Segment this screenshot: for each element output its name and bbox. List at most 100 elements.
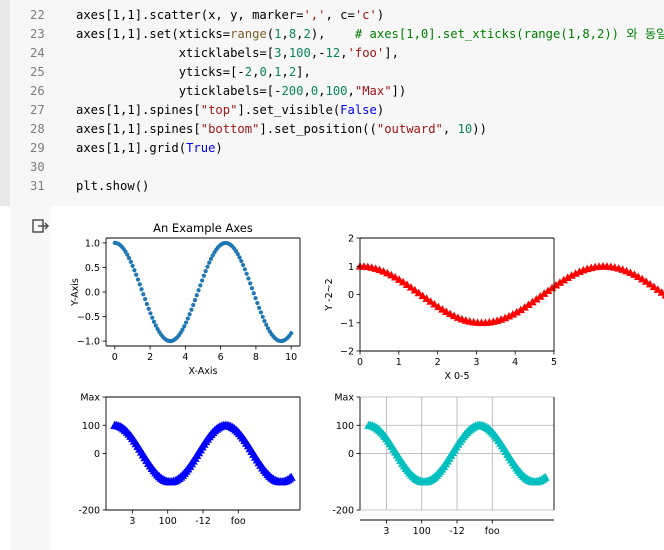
data-point — [251, 291, 256, 296]
data-point — [255, 300, 260, 306]
code-line: yticks=[-2,0,1,2], — [76, 63, 311, 82]
data-point — [239, 258, 244, 264]
data-point — [235, 251, 240, 257]
code-token: , — [340, 46, 348, 60]
data-point — [150, 315, 155, 320]
data-point — [258, 310, 263, 315]
x-axis-label: X 0-5 — [444, 371, 469, 382]
data-point — [661, 294, 664, 299]
code-token: axes[1,1].spines[ — [76, 103, 201, 117]
data-point — [637, 274, 647, 283]
data-point — [203, 269, 208, 274]
data-point — [543, 286, 553, 295]
data-point — [422, 294, 431, 302]
line-number: 28 — [30, 122, 45, 136]
code-token: False — [340, 103, 377, 117]
y-tick-label: 2 — [348, 234, 354, 245]
data-point — [559, 275, 568, 284]
data-point — [205, 264, 210, 269]
line-number: 31 — [30, 179, 45, 193]
code-line: xticklabels=[3,100,-12,'foo'], — [76, 44, 399, 63]
x-tick-label: 100 — [413, 526, 431, 537]
data-point — [146, 306, 151, 311]
code-line: axes[1,1].grid(True) — [76, 139, 223, 158]
x-tick-label: 4 — [182, 352, 188, 363]
data-point — [512, 307, 521, 316]
code-token: True — [186, 141, 216, 155]
data-point — [123, 249, 128, 254]
data-point — [183, 320, 189, 325]
data-point — [185, 316, 190, 321]
code-token: ].set_visible( — [237, 103, 341, 117]
code-token: , — [281, 46, 289, 60]
code-token: ]) — [391, 84, 407, 98]
code-line: plt.show() — [76, 177, 149, 196]
data-point — [248, 281, 253, 286]
x-tick-label: 6 — [218, 352, 224, 363]
data-point — [653, 285, 663, 293]
code-line: axes[1,1].spines["top"].set_visible(Fals… — [76, 101, 384, 120]
code-token: 12 — [325, 46, 341, 60]
code-token: ',' — [303, 8, 326, 22]
x-tick-label: 0 — [357, 357, 363, 368]
y-tick-label: 1.0 — [85, 238, 100, 249]
line-number: 23 — [30, 27, 45, 41]
data-point — [191, 302, 196, 308]
code-token: ), — [310, 27, 355, 41]
code-token: , — [252, 65, 260, 79]
code-token: 1 — [274, 65, 282, 79]
x-tick-label: -12 — [449, 526, 465, 537]
code-token: , — [347, 84, 355, 98]
code-token: 2 — [244, 65, 253, 79]
code-token: axes[1,1].scatter(x, y, marker= — [76, 8, 304, 22]
code-token: , — [281, 65, 289, 79]
y-tick-label: 0 — [348, 290, 354, 301]
code-token: ) — [215, 141, 223, 155]
code-line: axes[1,1].scatter(x, y, marker=',', c='c… — [76, 6, 384, 25]
code-token: "top" — [200, 103, 238, 117]
y-tick-label: Max — [80, 393, 100, 404]
line-number: 22 — [30, 8, 45, 22]
data-point — [528, 297, 537, 306]
y-axis-label: Y -2~2 — [324, 278, 335, 311]
line-number: 25 — [30, 65, 45, 79]
data-point — [141, 292, 146, 297]
output-gutter — [10, 206, 50, 550]
data-point — [125, 252, 130, 257]
code-token: 2 — [303, 27, 311, 41]
x-tick-label: 8 — [253, 352, 259, 363]
x-tick-label: 0 — [112, 352, 118, 363]
code-token: ,- — [310, 46, 326, 60]
y-tick-label: −1 — [340, 318, 354, 329]
data-point — [187, 312, 192, 317]
data-point — [508, 310, 518, 318]
data-point — [198, 283, 203, 288]
code-token: xticklabels=[ — [76, 46, 275, 60]
line-number: 30 — [30, 160, 45, 174]
code-token: range — [230, 27, 267, 41]
data-point — [143, 297, 148, 302]
data-point — [132, 268, 137, 273]
code-token: 100 — [288, 46, 311, 60]
data-point — [418, 291, 427, 300]
chart-4: 3 100 -12 foo -200 0 100 Max — [332, 393, 555, 537]
data-point — [532, 294, 541, 303]
output-arrow-icon[interactable] — [32, 218, 50, 234]
y-tick-label: -200 — [332, 506, 354, 517]
x-tick-label: 10 — [285, 352, 297, 363]
data-point — [567, 271, 576, 279]
y-tick-label: 1 — [348, 262, 354, 273]
code-token: ) — [376, 8, 385, 22]
code-cell[interactable]: 22 axes[1,1].scatter(x, y, marker=',', c=… — [0, 0, 664, 206]
data-point — [262, 318, 267, 324]
code-token: axes[1,1].spines[ — [76, 122, 201, 136]
y-tick-label: −1.0 — [77, 337, 100, 348]
data-point — [244, 271, 249, 276]
x-tick-label: 2 — [147, 352, 153, 363]
data-point — [128, 259, 133, 264]
code-token: 'foo' — [347, 46, 385, 60]
code-line: axes[1,1].spines["bottom"].set_position(… — [76, 120, 487, 139]
data-point — [426, 297, 435, 305]
data-point — [520, 303, 529, 311]
